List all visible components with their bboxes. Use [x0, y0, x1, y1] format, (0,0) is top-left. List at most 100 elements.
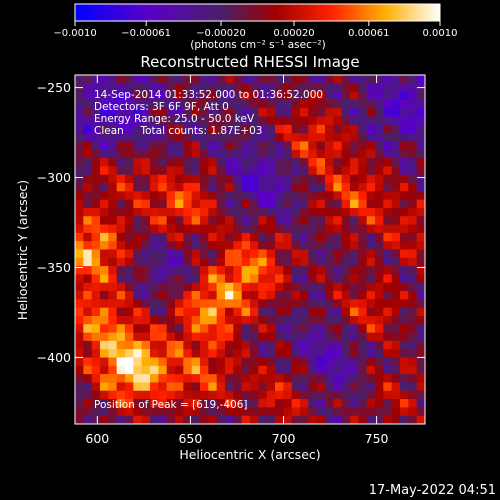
heatmap-cell: [191, 158, 201, 168]
heatmap-cell: [83, 282, 93, 292]
heatmap-cell: [258, 108, 268, 118]
heatmap-cell: [308, 83, 318, 93]
heatmap-cell: [133, 282, 143, 292]
heatmap-cell: [291, 374, 301, 384]
heatmap-cell: [358, 266, 368, 276]
heatmap-cell: [208, 324, 218, 334]
heatmap-cell: [250, 116, 259, 126]
heatmap-cell: [133, 257, 143, 267]
heatmap-cell: [391, 108, 401, 118]
heatmap-cell: [358, 241, 368, 251]
heatmap-cell: [341, 374, 351, 384]
heatmap-cell: [408, 183, 418, 192]
heatmap-cell: [216, 149, 226, 159]
heatmap-cell: [241, 141, 251, 151]
heatmap-cell: [108, 332, 118, 342]
heatmap-cell: [133, 332, 143, 342]
heatmap-cell: [83, 291, 93, 300]
heatmap-cell: [366, 299, 376, 309]
heatmap-cell: [366, 124, 376, 134]
heatmap-cell: [175, 241, 184, 251]
heatmap-cell: [350, 99, 359, 109]
heatmap-cell: [91, 241, 101, 251]
heatmap-cell: [375, 174, 384, 184]
heatmap-cell: [241, 83, 251, 93]
heatmap-cell: [158, 357, 168, 367]
heatmap-cell: [333, 224, 343, 234]
heatmap-cell: [108, 174, 118, 184]
heatmap-cell: [150, 390, 159, 400]
heatmap-cell: [233, 116, 243, 126]
heatmap-cell: [133, 390, 143, 400]
heatmap-cell: [333, 158, 343, 168]
heatmap-cell: [341, 415, 351, 424]
y-axis-label: Heliocentric Y (arcsec): [15, 180, 30, 320]
heatmap-cell: [75, 257, 84, 267]
heatmap-cell: [416, 141, 425, 151]
heatmap-cell: [183, 224, 193, 234]
heatmap-cell: [416, 390, 425, 400]
heatmap-cell: [141, 75, 151, 84]
heatmap-cell: [358, 415, 368, 424]
heatmap-cell: [233, 365, 243, 375]
heatmap-cell: [283, 407, 293, 417]
heatmap-cell: [183, 83, 193, 93]
heatmap-cell: [108, 407, 118, 417]
heatmap-cell: [366, 224, 376, 234]
heatmap-cell: [366, 216, 376, 226]
heatmap-cell: [375, 232, 384, 242]
heatmap-cell: [350, 232, 359, 242]
render-timestamp: 17-May-2022 04:51: [369, 483, 496, 498]
heatmap-cell: [408, 232, 418, 242]
y-tick-label: −250: [37, 80, 71, 95]
heatmap-cell: [183, 158, 193, 168]
heatmap-cell: [208, 124, 218, 134]
heatmap-cell: [216, 357, 226, 367]
heatmap-cell: [125, 382, 134, 392]
heatmap-cell: [133, 232, 143, 242]
heatmap-cell: [141, 390, 151, 400]
heatmap-cell: [83, 332, 93, 342]
heatmap-cell: [375, 124, 384, 134]
heatmap-cell: [358, 224, 368, 234]
heatmap-cell: [150, 141, 159, 151]
heatmap-cell: [166, 116, 176, 126]
heatmap-cell: [150, 349, 159, 359]
heatmap-cell: [341, 315, 351, 325]
x-tick-label: 650: [178, 431, 202, 446]
heatmap-cell: [308, 274, 318, 284]
heatmap-cell: [191, 340, 201, 350]
heatmap-cell: [300, 282, 309, 292]
heatmap-cell: [325, 399, 334, 408]
plot-frame: [74, 74, 426, 425]
heatmap-cell: [175, 124, 184, 134]
heatmap-cell: [183, 415, 193, 424]
heatmap-cell: [191, 257, 201, 267]
heatmap-cell: [291, 407, 301, 417]
heatmap-cell: [325, 207, 334, 217]
heatmap-cell: [333, 399, 343, 408]
heatmap-cell: [325, 332, 334, 342]
heatmap-cell: [208, 216, 218, 226]
heatmap-cell: [116, 83, 126, 93]
heatmap-cell: [316, 415, 326, 424]
heatmap-cell: [208, 99, 218, 109]
heatmap-cell: [375, 91, 384, 101]
heatmap-cell: [225, 307, 234, 317]
heatmap-cell: [350, 349, 359, 359]
heatmap-cell: [125, 340, 134, 350]
heatmap-cell: [400, 390, 409, 400]
heatmap-cell: [358, 249, 368, 259]
heatmap-cell: [300, 224, 309, 234]
heatmap-cell: [125, 274, 134, 284]
heatmap-cell: [241, 174, 251, 184]
heatmap-cell: [166, 183, 176, 192]
heatmap-cell: [125, 191, 134, 201]
heatmap-cell: [75, 99, 84, 109]
heatmap-cell: [233, 357, 243, 367]
heatmap-cell: [325, 299, 334, 309]
heatmap-cell: [300, 166, 309, 176]
heatmap-cell: [233, 315, 243, 325]
heatmap-cell: [158, 99, 168, 109]
heatmap-cell: [108, 349, 118, 359]
